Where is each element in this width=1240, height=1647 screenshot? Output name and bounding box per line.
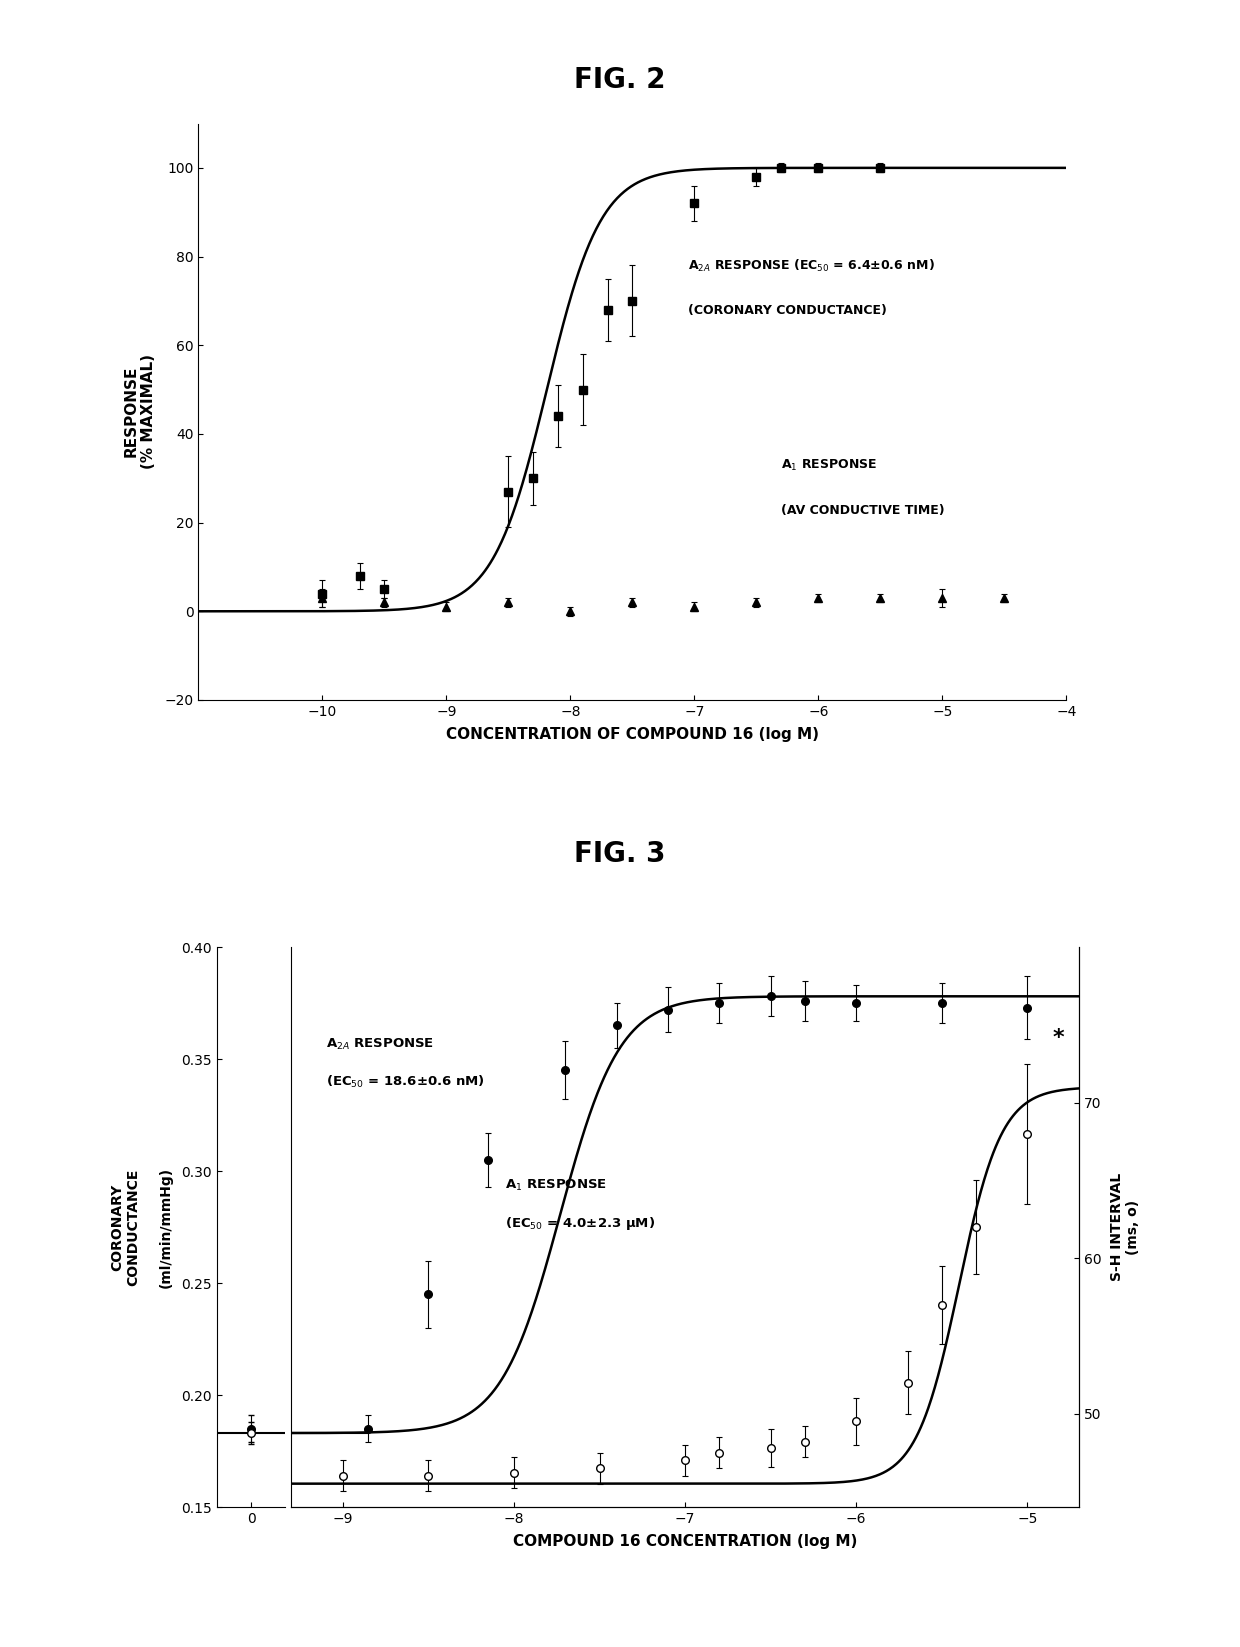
Text: FIG. 3: FIG. 3 (574, 840, 666, 868)
Text: A$_{2A}$ RESPONSE (EC$_{50}$ = 6.4±0.6 nM): A$_{2A}$ RESPONSE (EC$_{50}$ = 6.4±0.6 n… (688, 259, 935, 273)
Text: *: * (1053, 1028, 1064, 1047)
X-axis label: COMPOUND 16 CONCENTRATION (log M): COMPOUND 16 CONCENTRATION (log M) (513, 1535, 857, 1550)
Text: FIG. 2: FIG. 2 (574, 66, 666, 94)
Y-axis label: CORONARY
CONDUCTANCE

(ml/min/mmHg): CORONARY CONDUCTANCE (ml/min/mmHg) (110, 1166, 174, 1288)
Text: (AV CONDUCTIVE TIME): (AV CONDUCTIVE TIME) (781, 504, 945, 517)
Text: A$_{2A}$ RESPONSE: A$_{2A}$ RESPONSE (326, 1038, 434, 1052)
X-axis label: CONCENTRATION OF COMPOUND 16 (log M): CONCENTRATION OF COMPOUND 16 (log M) (446, 728, 818, 743)
Text: A$_1$ RESPONSE: A$_1$ RESPONSE (506, 1178, 608, 1192)
Y-axis label: RESPONSE
(% MAXIMAL): RESPONSE (% MAXIMAL) (124, 354, 156, 469)
Text: (EC$_{50}$ = 18.6±0.6 nM): (EC$_{50}$ = 18.6±0.6 nM) (326, 1074, 485, 1090)
Text: (CORONARY CONDUCTANCE): (CORONARY CONDUCTANCE) (688, 305, 887, 318)
Y-axis label: S-H INTERVAL
(ms, o): S-H INTERVAL (ms, o) (1110, 1173, 1140, 1281)
Text: A$_1$ RESPONSE: A$_1$ RESPONSE (781, 458, 878, 473)
Text: (EC$_{50}$ = 4.0±2.3 μM): (EC$_{50}$ = 4.0±2.3 μM) (506, 1215, 656, 1232)
